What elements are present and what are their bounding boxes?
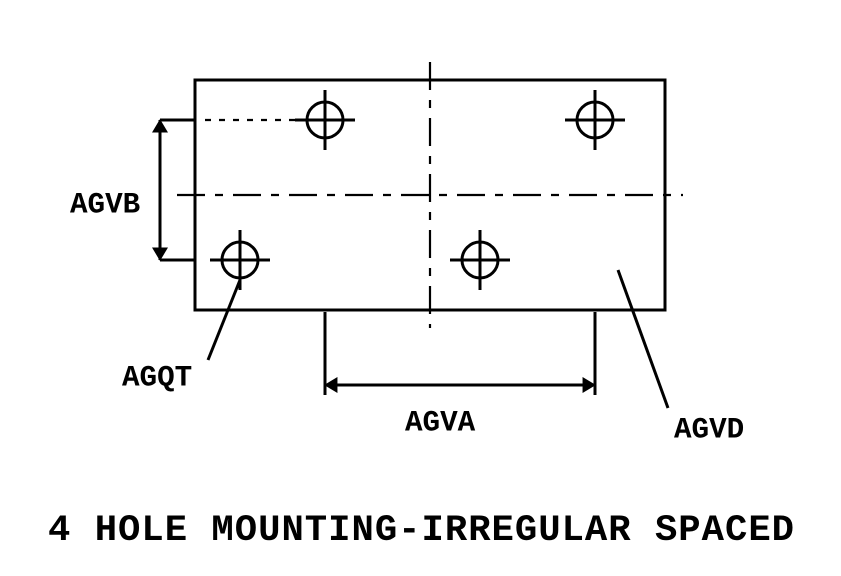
dim-agvb: AGVB bbox=[70, 120, 195, 260]
hole-bottom-right bbox=[450, 230, 510, 290]
leader-agvd: AGVD bbox=[618, 270, 744, 447]
label-agvd: AGVD bbox=[674, 414, 744, 447]
holes bbox=[210, 90, 625, 290]
label-agva: AGVA bbox=[405, 407, 476, 440]
leader-agqt: AGQT bbox=[122, 280, 240, 395]
centerlines bbox=[177, 62, 683, 328]
label-agvb: AGVB bbox=[70, 189, 140, 222]
dim-agva: AGVA bbox=[325, 312, 595, 440]
diagram-title: 4 HOLE MOUNTING-IRREGULAR SPACED bbox=[48, 510, 795, 552]
hole-top-left bbox=[295, 90, 355, 150]
label-agqt: AGQT bbox=[122, 362, 192, 395]
dimensions: AGVB AGVA AGQT AGVD bbox=[70, 120, 744, 447]
title: 4 HOLE MOUNTING-IRREGULAR SPACED bbox=[48, 510, 795, 552]
hole-top-right bbox=[565, 90, 625, 150]
